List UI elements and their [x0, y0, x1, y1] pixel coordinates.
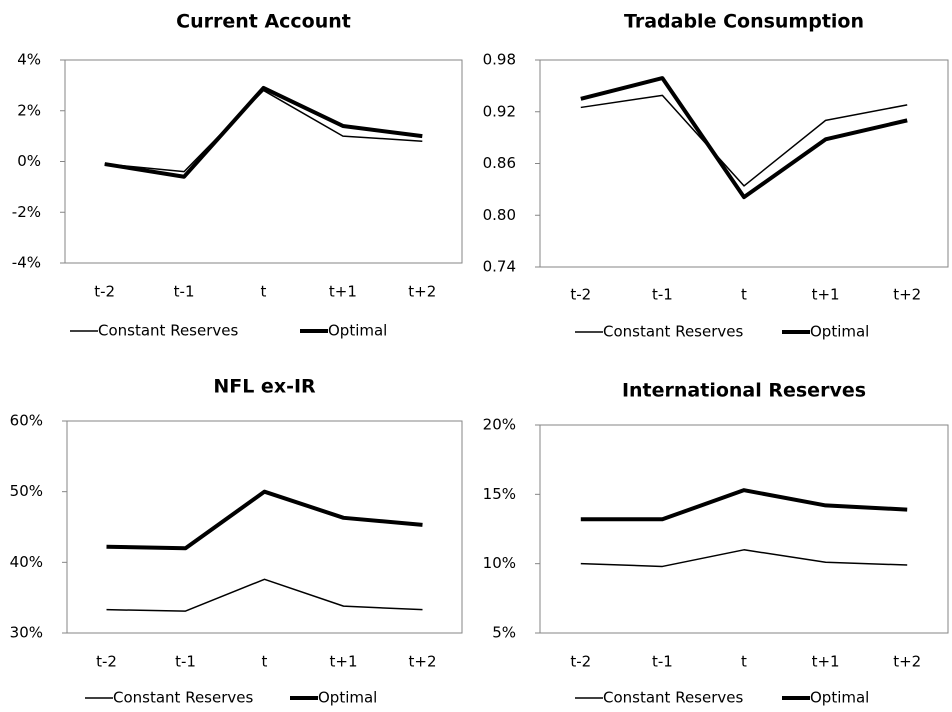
x-tick-label: t+2 [893, 653, 921, 671]
x-tick-label: t-2 [570, 286, 591, 304]
chart-title: Tradable Consumption [624, 11, 864, 33]
y-tick-label: 30% [10, 624, 43, 642]
x-tick-label: t+2 [893, 286, 921, 304]
legend-label: Constant Reserves [98, 322, 238, 340]
series-line [580, 549, 908, 568]
y-tick-label: 5% [492, 624, 516, 642]
series-line [580, 76, 908, 200]
series-line [106, 489, 423, 551]
y-tick-label: 4% [17, 51, 41, 69]
series-line [580, 488, 908, 522]
x-tick-label: t+1 [812, 653, 840, 671]
y-tick-label: 0% [17, 152, 41, 170]
legend-label: Constant Reserves [603, 689, 743, 707]
chart-title: NFL ex-IR [213, 376, 316, 398]
series-line [580, 94, 908, 187]
plot-frame [539, 424, 949, 634]
x-tick-label: t [741, 286, 747, 304]
x-tick-label: t-1 [652, 286, 673, 304]
x-tick-label: t-1 [175, 653, 196, 671]
legend-label: Optimal [318, 689, 377, 707]
x-tick-label: t+2 [409, 653, 437, 671]
y-tick-label: 50% [10, 482, 43, 500]
y-tick-label: 15% [483, 485, 516, 503]
x-tick-label: t-2 [96, 653, 117, 671]
x-tick-label: t-2 [570, 653, 591, 671]
chart-title: International Reserves [622, 380, 866, 402]
x-tick-label: t+1 [812, 286, 840, 304]
x-tick-label: t [261, 283, 267, 301]
y-tick-label: 10% [483, 554, 516, 572]
y-tick-label: 0.80 [483, 206, 516, 224]
legend-label: Optimal [328, 322, 387, 340]
plot-frame [66, 420, 463, 634]
y-tick-label: -4% [12, 254, 41, 272]
y-tick-label: 0.98 [483, 51, 516, 69]
y-tick-label: 0.86 [483, 154, 516, 172]
y-tick-label: -2% [12, 203, 41, 221]
y-tick-label: 2% [17, 101, 41, 119]
legend-label: Constant Reserves [603, 323, 743, 341]
y-tick-label: 0.92 [483, 102, 516, 120]
x-tick-label: t+1 [330, 653, 358, 671]
legend-label: Optimal [810, 689, 869, 707]
chart-title: Current Account [176, 11, 351, 33]
x-tick-label: t-1 [174, 283, 195, 301]
y-tick-label: 20% [483, 416, 516, 434]
legend-label: Optimal [810, 323, 869, 341]
y-tick-label: 0.74 [483, 258, 516, 276]
x-tick-label: t-2 [94, 283, 115, 301]
y-tick-label: 60% [10, 412, 43, 430]
x-tick-label: t-1 [652, 653, 673, 671]
x-tick-label: t [262, 653, 268, 671]
series-line [104, 85, 423, 179]
plot-frame [539, 59, 949, 268]
x-tick-label: t [741, 653, 747, 671]
x-tick-label: t+2 [408, 283, 436, 301]
legend-label: Constant Reserves [113, 689, 253, 707]
y-tick-label: 40% [10, 553, 43, 571]
x-tick-label: t+1 [329, 283, 357, 301]
series-line [106, 578, 423, 612]
